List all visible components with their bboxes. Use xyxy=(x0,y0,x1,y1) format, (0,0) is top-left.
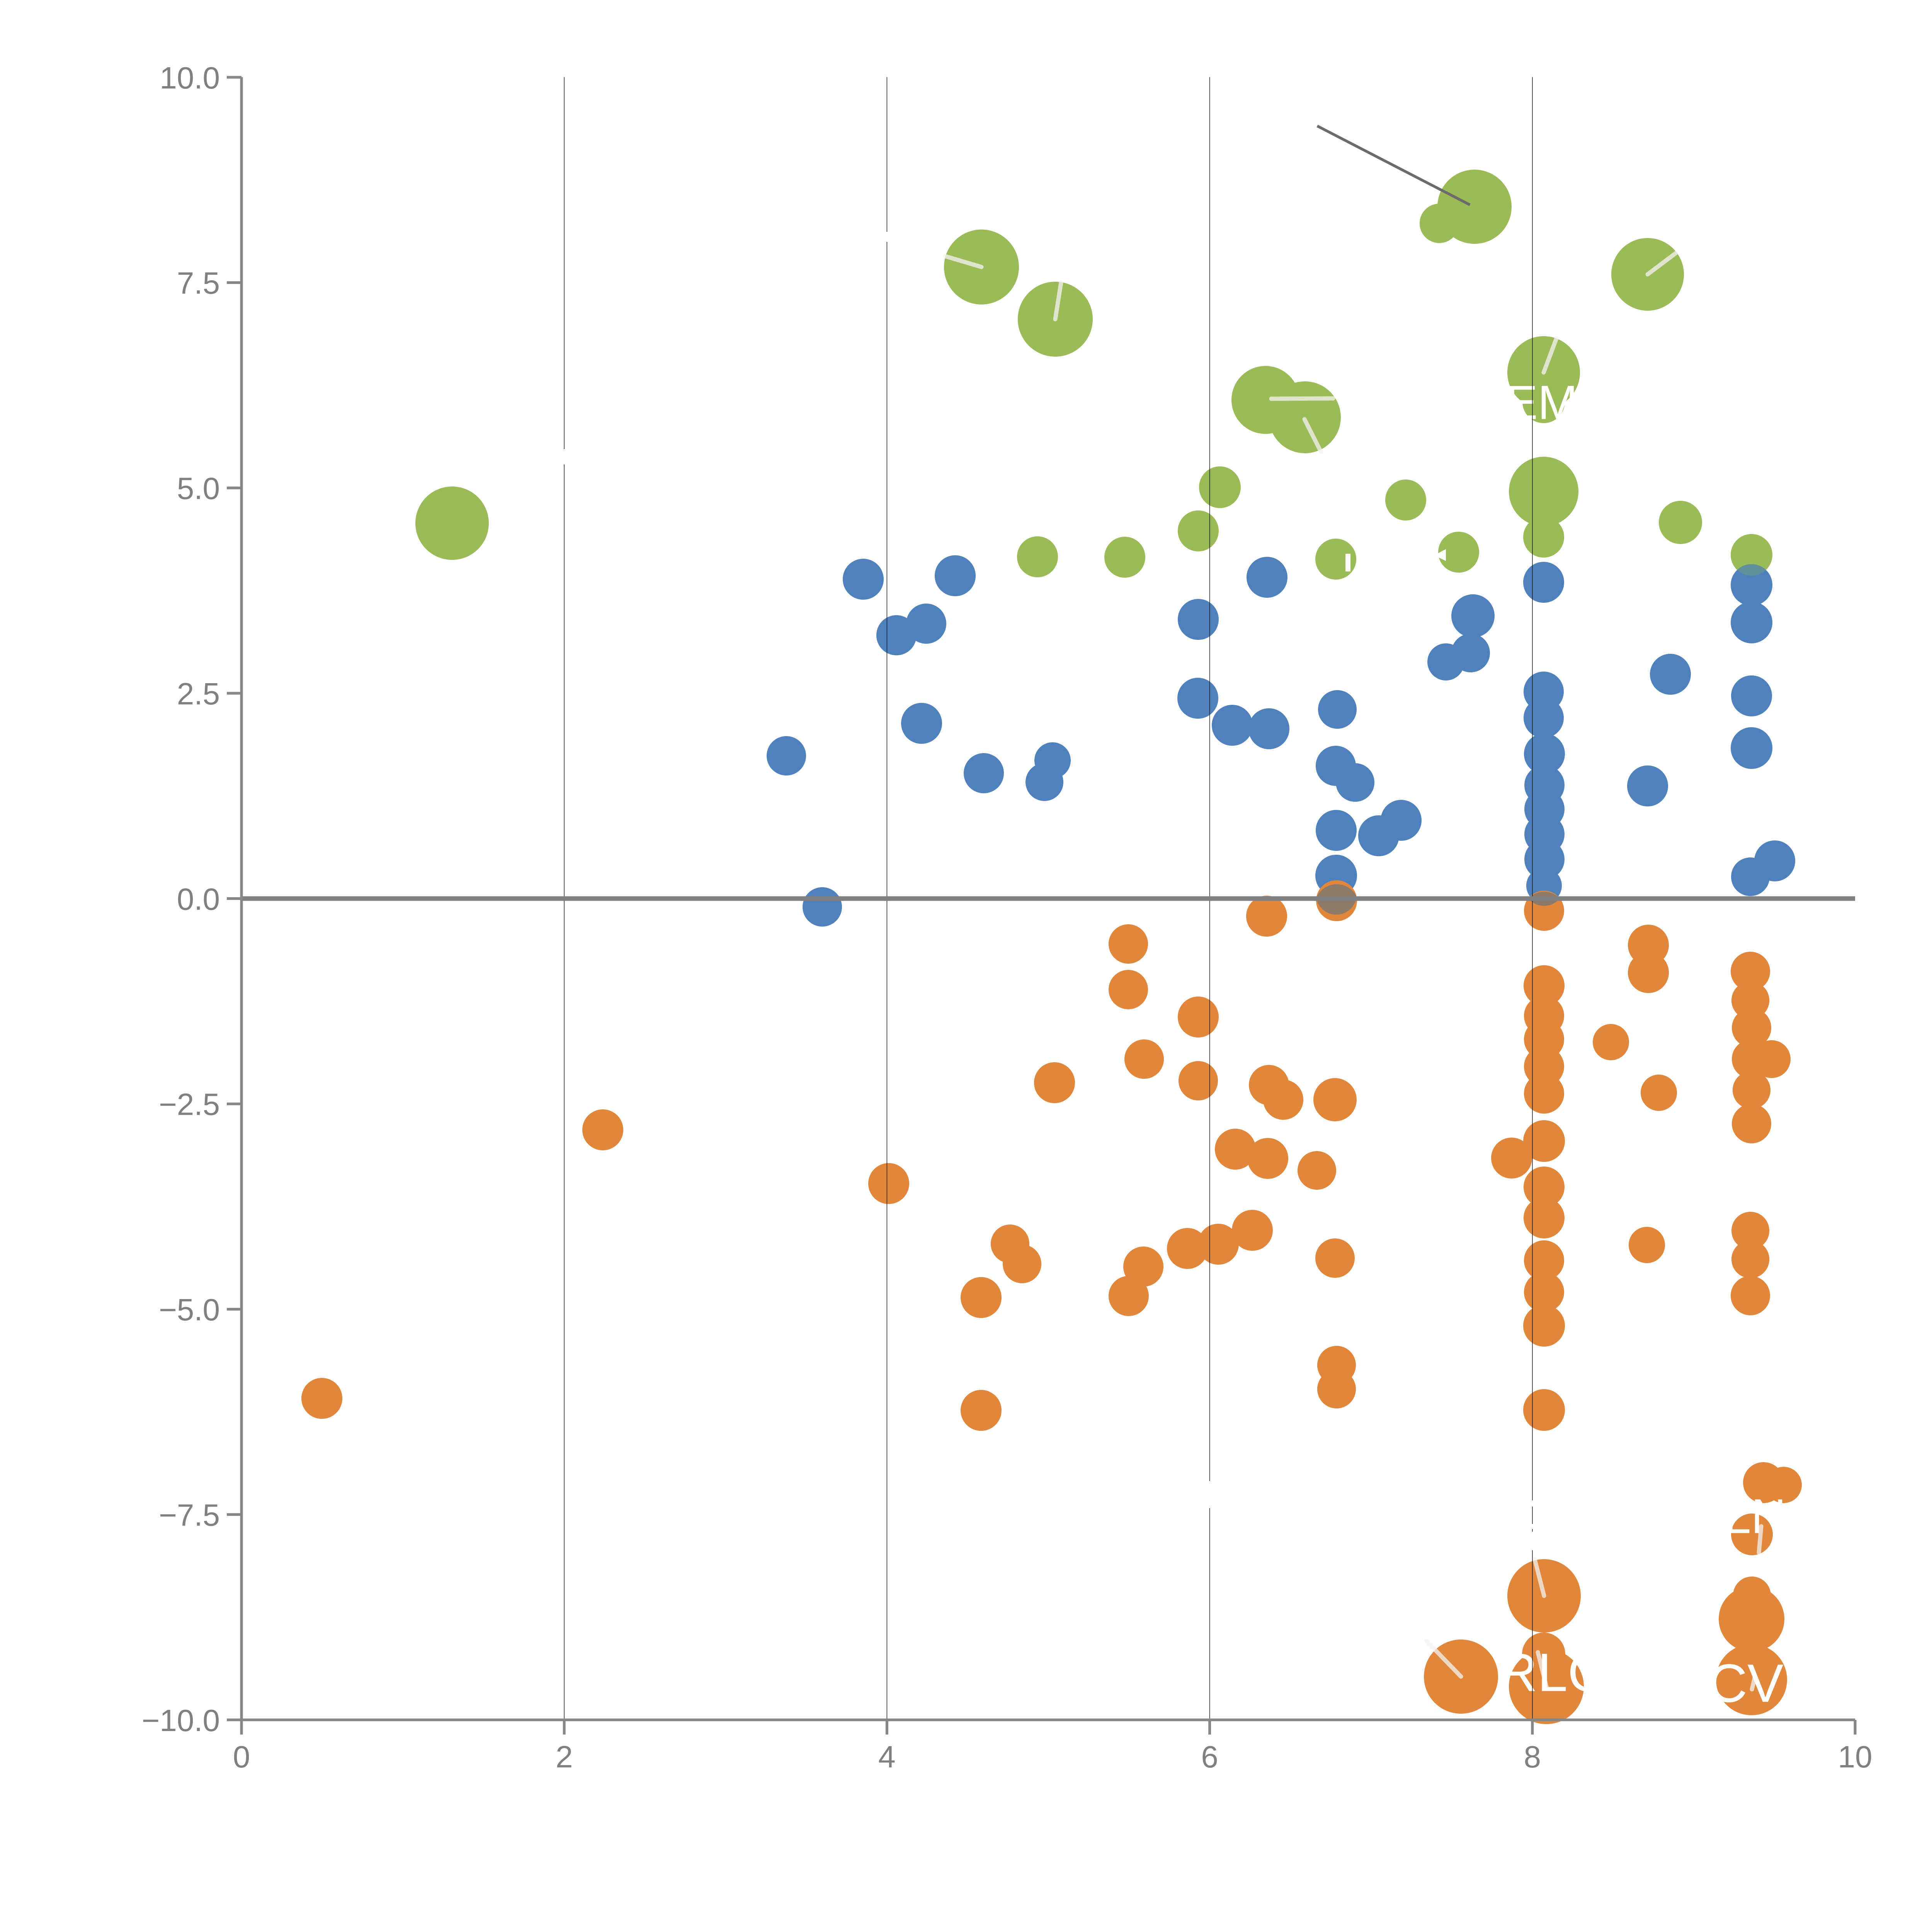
svg-text:6: 6 xyxy=(1201,1740,1218,1774)
svg-text:5.0: 5.0 xyxy=(177,471,220,506)
svg-text:−5.0: −5.0 xyxy=(159,1293,220,1327)
svg-text:LN: LN xyxy=(1724,1489,1786,1543)
svg-text:CVX: CVX xyxy=(1708,1653,1820,1713)
svg-text:−2.5: −2.5 xyxy=(159,1087,220,1122)
svg-text:EM: EM xyxy=(1506,376,1578,430)
svg-text:10.0: 10.0 xyxy=(160,61,220,95)
svg-text:0: 0 xyxy=(233,1740,250,1774)
svg-text:4: 4 xyxy=(878,1740,896,1774)
svg-text:2: 2 xyxy=(556,1740,573,1774)
svg-text:8: 8 xyxy=(1524,1740,1541,1774)
svg-text:RLC: RLC xyxy=(1498,1642,1607,1702)
svg-text:7.5: 7.5 xyxy=(177,266,220,300)
svg-text:−10.0: −10.0 xyxy=(142,1703,220,1738)
svg-text:−7.5: −7.5 xyxy=(159,1498,220,1532)
svg-text:0.0: 0.0 xyxy=(177,882,220,916)
svg-text:10: 10 xyxy=(1838,1740,1872,1774)
svg-text:2.5: 2.5 xyxy=(177,677,220,711)
